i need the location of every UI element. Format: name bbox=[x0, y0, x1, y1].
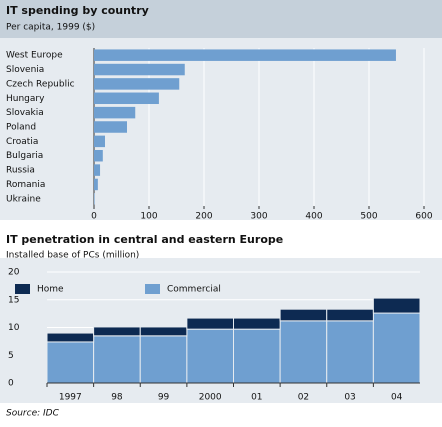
bar bbox=[94, 78, 180, 90]
x-tick-label: 600 bbox=[415, 212, 432, 222]
bar bbox=[94, 193, 95, 205]
x-tick-label: 98 bbox=[111, 393, 123, 403]
bar-segment bbox=[326, 308, 374, 322]
y-tick-label: Hungary bbox=[6, 94, 45, 104]
bar-segment bbox=[279, 308, 328, 322]
header-band bbox=[0, 226, 442, 256]
x-tick-label: 500 bbox=[360, 212, 377, 222]
x-tick-label: 100 bbox=[140, 212, 157, 222]
panel bbox=[0, 38, 442, 220]
bar-segment bbox=[186, 317, 234, 330]
bar bbox=[94, 135, 105, 148]
bar-segment bbox=[326, 320, 374, 384]
bar bbox=[94, 63, 185, 76]
y-tick-label: Ukraine bbox=[6, 194, 41, 204]
legend-swatch bbox=[145, 284, 160, 294]
y-tick-label: Slovenia bbox=[6, 65, 44, 75]
chart-subtitle: Per capita, 1999 ($) bbox=[6, 23, 95, 33]
y-tick-label: Bulgaria bbox=[6, 151, 43, 161]
bar bbox=[94, 149, 103, 162]
bar bbox=[94, 178, 98, 191]
y-tick-label: Russia bbox=[6, 166, 35, 176]
x-tick-label: 04 bbox=[391, 393, 403, 403]
bar bbox=[94, 164, 101, 176]
y-tick-label: Czech Republic bbox=[6, 79, 75, 89]
chart-title: IT spending by country bbox=[6, 4, 149, 17]
y-tick-label: Poland bbox=[6, 123, 36, 133]
y-tick-label: Slovakia bbox=[6, 108, 44, 118]
bar bbox=[94, 92, 159, 105]
y-tick-label: Romania bbox=[6, 180, 45, 190]
bar-segment bbox=[372, 297, 421, 314]
x-tick-label: 300 bbox=[250, 212, 267, 222]
legend-label: Commercial bbox=[167, 285, 221, 295]
y-tick-label: 10 bbox=[8, 323, 20, 333]
x-tick-label: 03 bbox=[344, 393, 355, 403]
y-tick-label: West Europe bbox=[6, 51, 63, 61]
x-tick-label: 1997 bbox=[59, 393, 82, 403]
x-tick-label: 2000 bbox=[199, 393, 222, 403]
y-tick-label: 20 bbox=[8, 268, 20, 278]
bar bbox=[94, 121, 127, 133]
bar-segment bbox=[233, 328, 281, 384]
y-tick-label: 15 bbox=[8, 295, 19, 305]
bar-segment bbox=[139, 326, 188, 337]
x-tick-label: 02 bbox=[298, 393, 309, 403]
x-tick-label: 01 bbox=[251, 393, 262, 403]
bar-segment bbox=[46, 341, 95, 384]
bar-segment bbox=[279, 320, 328, 384]
legend-label: Home bbox=[37, 285, 64, 295]
x-tick-label: 200 bbox=[195, 212, 212, 222]
y-tick-label: Croatia bbox=[6, 137, 38, 147]
y-tick-label: 5 bbox=[8, 351, 14, 361]
bar bbox=[94, 106, 136, 119]
y-tick-label: 0 bbox=[8, 379, 14, 389]
bar-segment bbox=[372, 312, 421, 384]
x-tick-label: 99 bbox=[158, 393, 170, 403]
x-tick-label: 0 bbox=[91, 212, 97, 222]
bar-segment bbox=[93, 335, 141, 384]
bar-segment bbox=[93, 326, 141, 337]
header-band bbox=[0, 0, 442, 38]
chart-title: IT penetration in central and eastern Eu… bbox=[6, 233, 283, 246]
bar bbox=[94, 49, 396, 61]
bar-segment bbox=[139, 335, 188, 384]
chart-subtitle: Installed base of PCs (million) bbox=[6, 251, 139, 261]
source: Source: IDC bbox=[6, 409, 60, 419]
x-tick-label: 400 bbox=[305, 212, 322, 222]
legend-swatch bbox=[15, 284, 30, 294]
bar-segment bbox=[186, 328, 234, 384]
bar-segment bbox=[233, 317, 281, 330]
bar-segment bbox=[46, 332, 95, 343]
